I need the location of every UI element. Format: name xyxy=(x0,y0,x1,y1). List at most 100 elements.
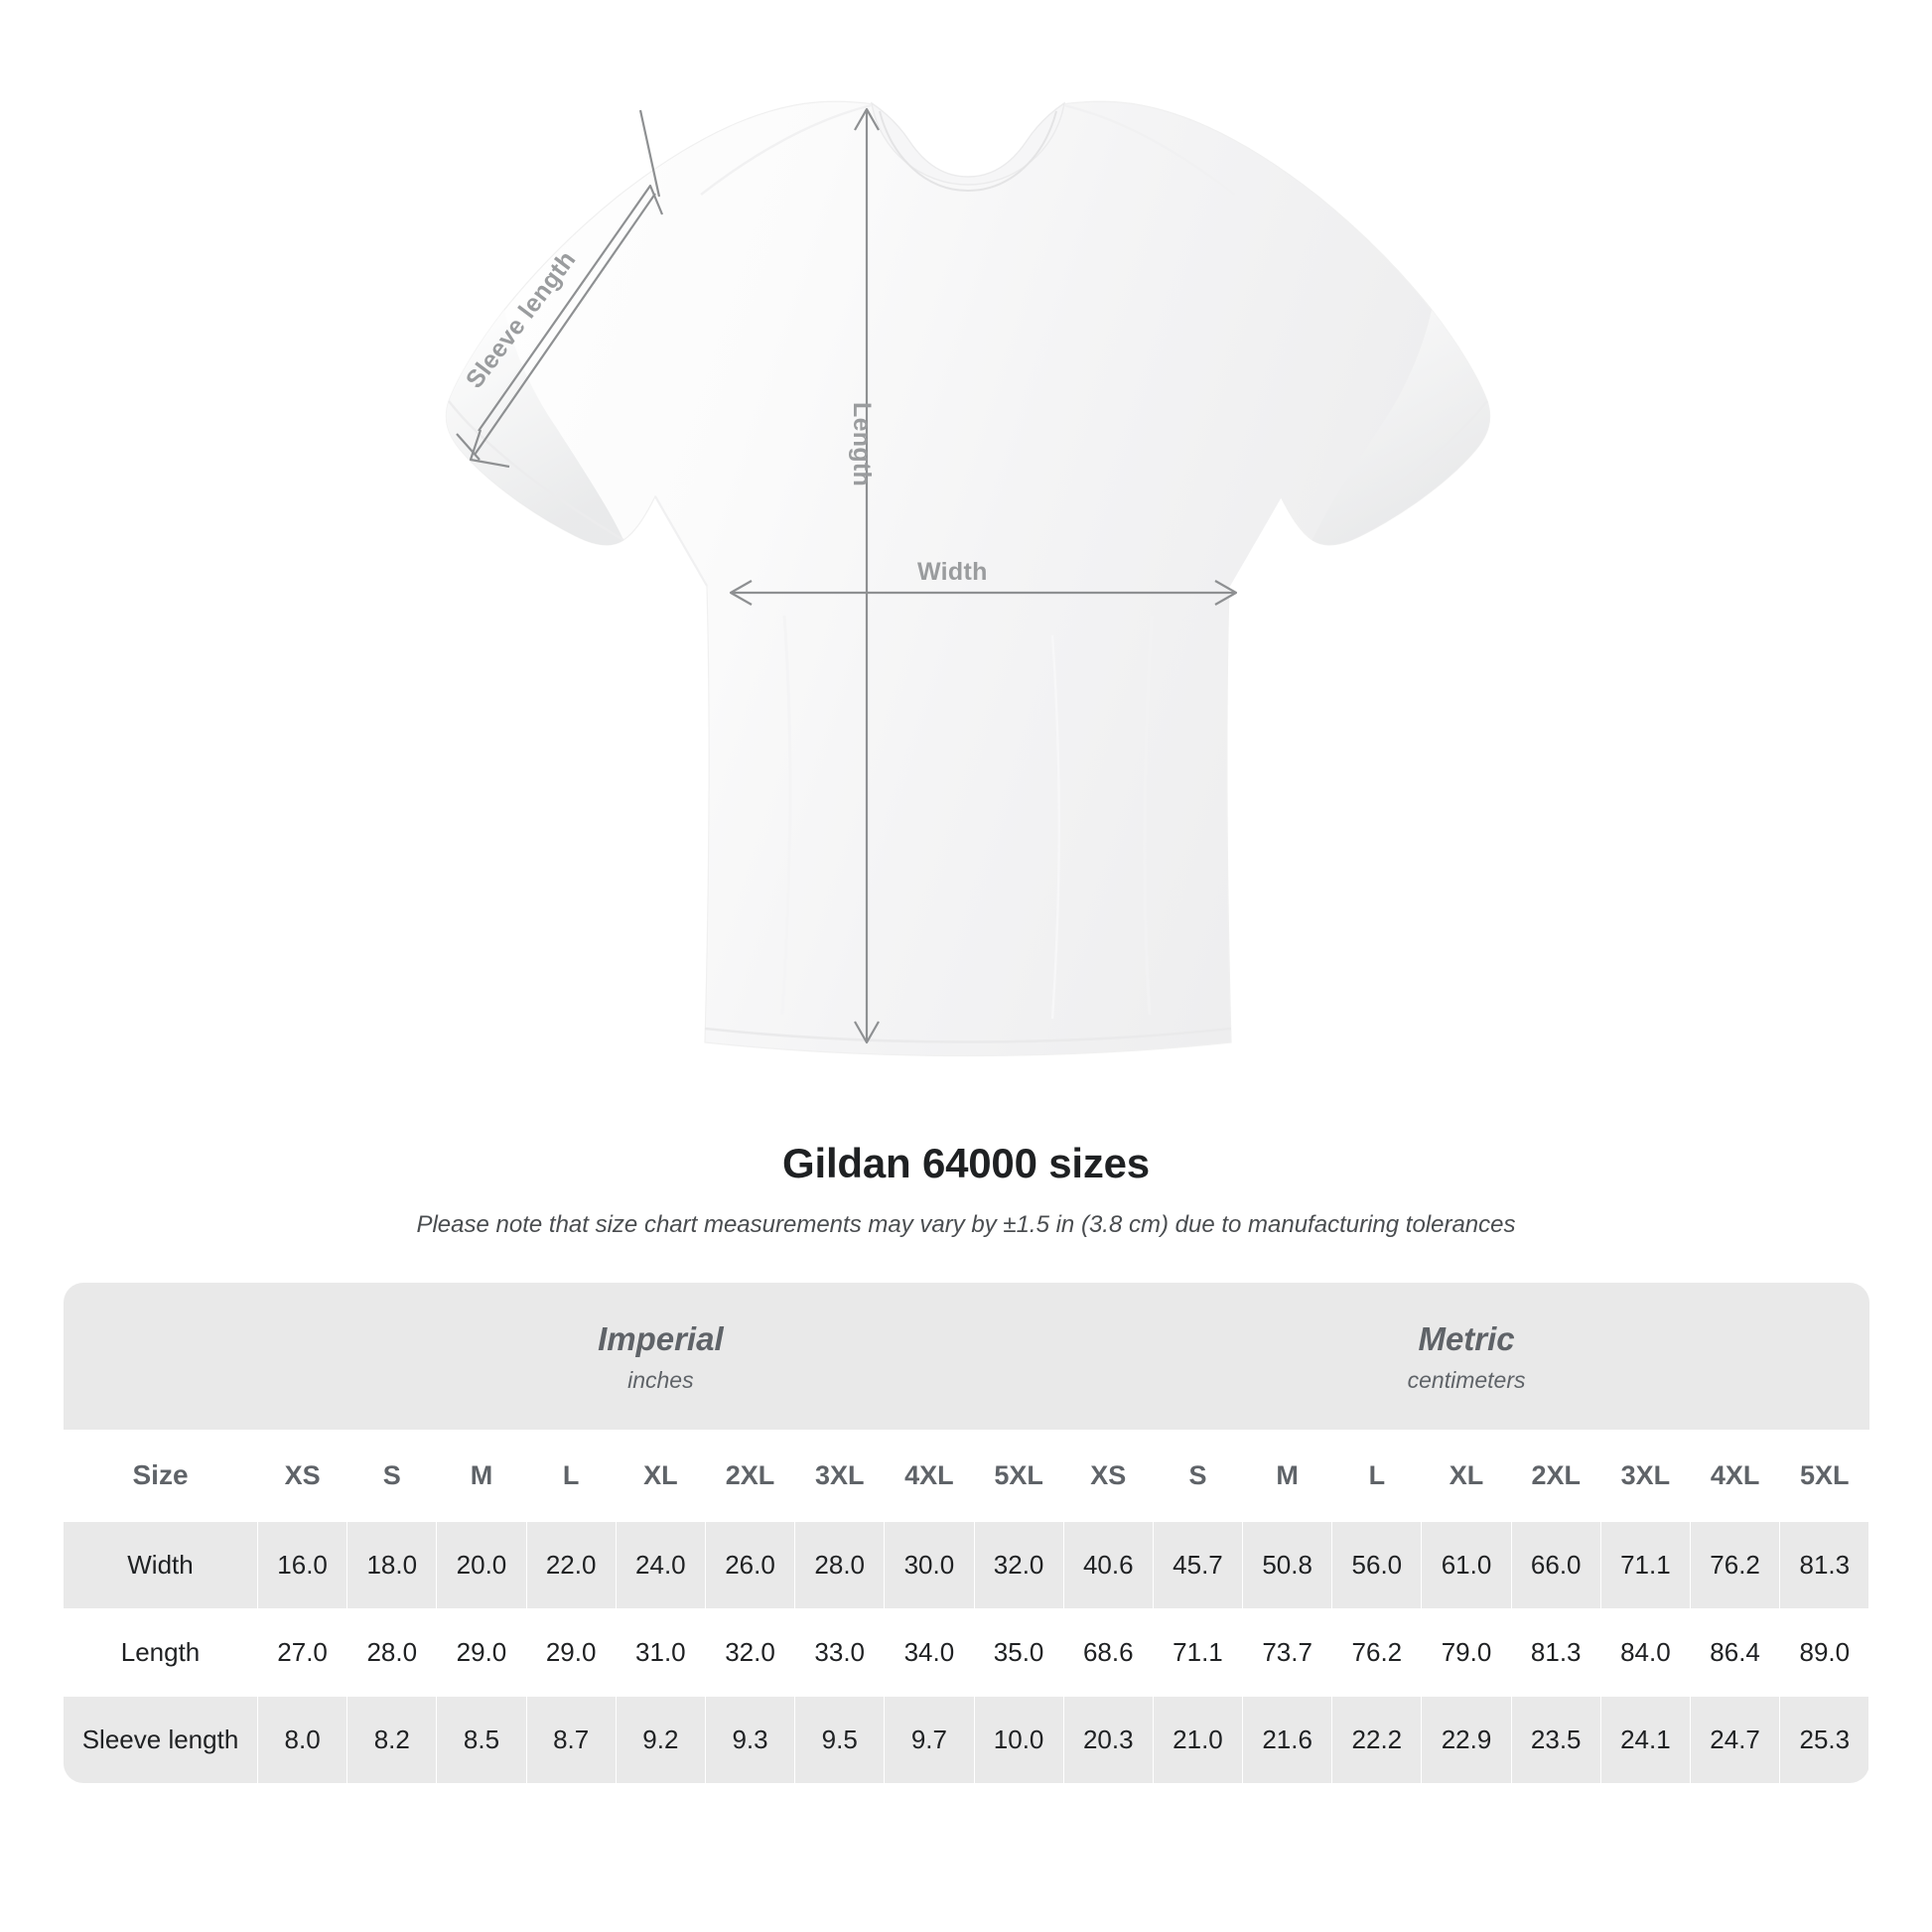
cell-width-2: 20.0 xyxy=(436,1520,527,1609)
cell-length-9: 68.6 xyxy=(1062,1607,1154,1697)
cell-length-6: 33.0 xyxy=(794,1607,886,1697)
cell-width-0: 16.0 xyxy=(256,1520,348,1609)
size-col-8: 5XL xyxy=(973,1429,1064,1522)
cell-length-12: 76.2 xyxy=(1331,1607,1423,1697)
size-col-14: 2XL xyxy=(1510,1429,1601,1522)
sleeve-length-dimension-arrow xyxy=(456,109,664,469)
size-col-2: M xyxy=(436,1429,527,1522)
cell-length-16: 86.4 xyxy=(1689,1607,1781,1697)
cell-length-17: 89.0 xyxy=(1779,1607,1870,1697)
sleeve-hem-right xyxy=(1311,400,1488,542)
size-col-6: 3XL xyxy=(794,1429,886,1522)
size-col-17: 5XL xyxy=(1779,1429,1870,1522)
cell-width-14: 66.0 xyxy=(1510,1520,1601,1609)
sleeve-hem-left xyxy=(448,400,624,542)
cell-length-11: 73.7 xyxy=(1242,1607,1333,1697)
cell-sleeve-3: 8.7 xyxy=(525,1695,617,1784)
length-dimension-arrow xyxy=(854,107,880,1044)
cell-width-11: 50.8 xyxy=(1242,1520,1333,1609)
title-block: Gildan 64000 sizes Please note that size… xyxy=(0,1102,1932,1239)
cell-sleeve-0: 8.0 xyxy=(256,1695,348,1784)
size-col-3: L xyxy=(525,1429,617,1522)
cell-sleeve-4: 9.2 xyxy=(615,1695,706,1784)
size-table: Imperial inches Metric centimeters Size … xyxy=(63,1283,1870,1784)
cell-sleeve-11: 21.6 xyxy=(1242,1695,1333,1784)
cell-sleeve-7: 9.7 xyxy=(884,1695,975,1784)
cell-sleeve-9: 20.3 xyxy=(1062,1695,1154,1784)
cell-sleeve-5: 9.3 xyxy=(704,1695,796,1784)
shoulder-seam-right xyxy=(1063,103,1236,196)
cell-width-10: 45.7 xyxy=(1152,1520,1244,1609)
fabric-fold-1 xyxy=(780,615,792,1016)
cell-sleeve-16: 24.7 xyxy=(1689,1695,1781,1784)
cell-sleeve-17: 25.3 xyxy=(1779,1695,1870,1784)
unit-group-metric-name: Metric xyxy=(1418,1319,1515,1357)
cell-length-1: 28.0 xyxy=(346,1607,438,1697)
cell-length-5: 32.0 xyxy=(704,1607,796,1697)
cell-sleeve-14: 23.5 xyxy=(1510,1695,1601,1784)
fabric-fold-3 xyxy=(1050,634,1060,1020)
size-col-4: XL xyxy=(615,1429,706,1522)
page-title: Gildan 64000 sizes xyxy=(782,1140,1150,1186)
cell-sleeve-12: 22.2 xyxy=(1331,1695,1423,1784)
tshirt-illustration: Width Length Sleeve length xyxy=(445,100,1491,1057)
table-row-length: Length 27.0 28.0 29.0 29.0 31.0 32.0 33.… xyxy=(63,1607,1870,1697)
table-row-sleeve-length: Sleeve length 8.0 8.2 8.5 8.7 9.2 9.3 9.… xyxy=(63,1695,1870,1784)
unit-group-metric: Metric centimeters xyxy=(1063,1283,1869,1430)
cell-width-17: 81.3 xyxy=(1779,1520,1870,1609)
cell-sleeve-8: 10.0 xyxy=(973,1695,1064,1784)
row-label-sleeve-length: Sleeve length xyxy=(63,1695,258,1784)
size-col-11: M xyxy=(1242,1429,1333,1522)
cell-length-8: 35.0 xyxy=(973,1607,1064,1697)
unit-group-metric-unit: centimeters xyxy=(1407,1366,1526,1393)
cell-width-9: 40.6 xyxy=(1062,1520,1154,1609)
cell-sleeve-10: 21.0 xyxy=(1152,1695,1244,1784)
width-label: Width xyxy=(917,558,988,586)
cell-length-13: 79.0 xyxy=(1421,1607,1512,1697)
armpit-seam-left xyxy=(654,495,708,587)
cell-width-4: 24.0 xyxy=(615,1520,706,1609)
size-table-container: Imperial inches Metric centimeters Size … xyxy=(0,1239,1932,1784)
cell-width-16: 76.2 xyxy=(1689,1520,1781,1609)
size-col-5: 2XL xyxy=(704,1429,796,1522)
cell-length-0: 27.0 xyxy=(256,1607,348,1697)
cell-width-3: 22.0 xyxy=(525,1520,617,1609)
cell-length-3: 29.0 xyxy=(525,1607,617,1697)
size-col-9: XS xyxy=(1062,1429,1154,1522)
size-col-7: 4XL xyxy=(884,1429,975,1522)
cell-length-15: 84.0 xyxy=(1599,1607,1692,1697)
size-col-15: 3XL xyxy=(1599,1429,1692,1522)
cell-length-14: 81.3 xyxy=(1510,1607,1601,1697)
cell-sleeve-2: 8.5 xyxy=(436,1695,527,1784)
cell-width-5: 26.0 xyxy=(704,1520,796,1609)
cell-length-2: 29.0 xyxy=(436,1607,527,1697)
row-label-length: Length xyxy=(63,1607,258,1697)
size-col-0: XS xyxy=(256,1429,348,1522)
tshirt-bottom-hem xyxy=(704,1027,1232,1043)
tshirt-collar-inner xyxy=(879,110,1057,193)
cell-sleeve-1: 8.2 xyxy=(346,1695,438,1784)
size-header-label: Size xyxy=(63,1429,258,1522)
size-col-10: S xyxy=(1152,1429,1244,1522)
table-row-width: Width 16.0 18.0 20.0 22.0 24.0 26.0 28.0… xyxy=(63,1520,1870,1609)
cell-width-6: 28.0 xyxy=(794,1520,886,1609)
size-col-12: L xyxy=(1331,1429,1423,1522)
size-col-13: XL xyxy=(1421,1429,1512,1522)
unit-group-imperial-name: Imperial xyxy=(598,1319,724,1357)
cell-sleeve-15: 24.1 xyxy=(1599,1695,1692,1784)
cell-length-10: 71.1 xyxy=(1152,1607,1244,1697)
tolerance-note: Please note that size chart measurements… xyxy=(416,1211,1516,1238)
sleeve-left-shade xyxy=(446,310,623,545)
size-col-1: S xyxy=(346,1429,438,1522)
width-dimension-arrow xyxy=(729,580,1238,606)
cell-width-12: 56.0 xyxy=(1331,1520,1423,1609)
cell-width-15: 71.1 xyxy=(1599,1520,1692,1609)
tshirt-collar xyxy=(871,101,1065,186)
shoulder-seam-left xyxy=(700,103,873,196)
unit-group-imperial: Imperial inches xyxy=(257,1283,1064,1430)
row-label-width: Width xyxy=(63,1520,258,1609)
cell-sleeve-13: 22.9 xyxy=(1421,1695,1512,1784)
cell-width-7: 30.0 xyxy=(884,1520,975,1609)
cell-width-8: 32.0 xyxy=(973,1520,1064,1609)
